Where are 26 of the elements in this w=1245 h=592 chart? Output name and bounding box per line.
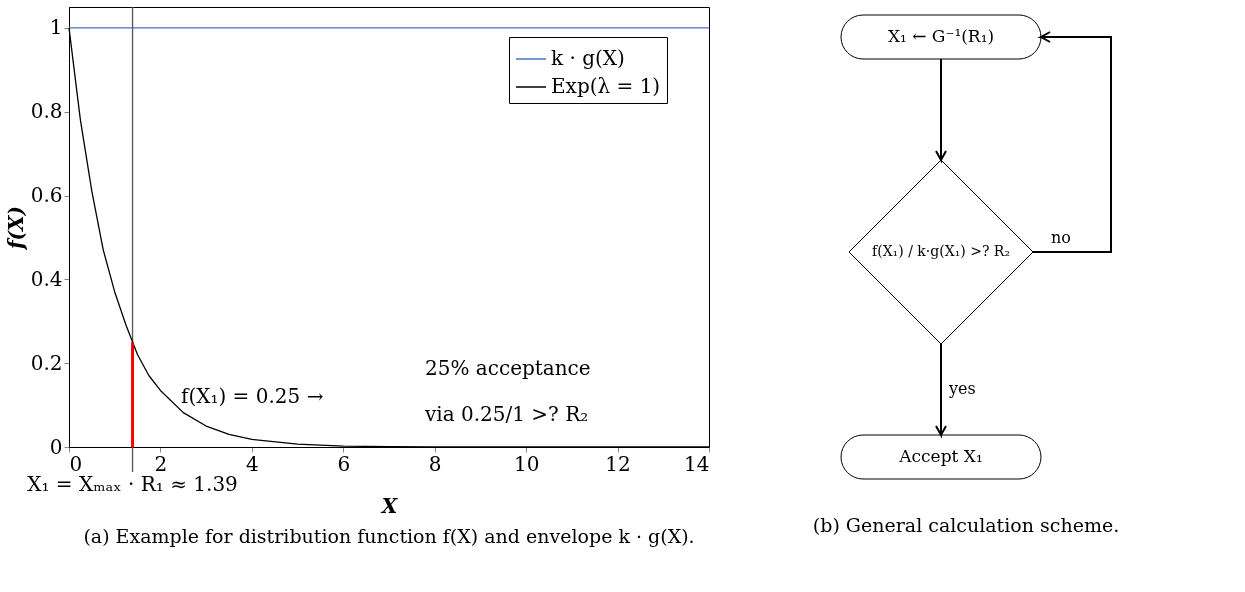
- legend-label: Exp(λ = 1): [551, 74, 661, 98]
- text: (a) Example for distribution function f(X) and envelope k · g(X).: [83, 525, 695, 547]
- text: yes: [948, 379, 976, 398]
- x-tick-label: 14: [684, 451, 710, 476]
- y-tick-label: 0.4: [30, 266, 63, 291]
- text: Accept X₁: [898, 446, 983, 466]
- text: X₁ ← G⁻¹(R₁): [887, 26, 995, 46]
- y-tick-label: 0: [49, 434, 63, 459]
- y-tick-label: 1: [49, 15, 63, 40]
- x-tick-label: 12: [605, 451, 631, 476]
- text: no: [1051, 228, 1071, 247]
- text: (b) General calculation scheme.: [812, 514, 1120, 536]
- x-tick-label: 8: [428, 451, 442, 476]
- text: f(X₁) / k·g(X₁) >? R₂: [872, 243, 1010, 259]
- x-tick-label: 4: [245, 451, 259, 476]
- y-tick-label: 0.8: [30, 99, 63, 124]
- x-tick-label: 10: [513, 451, 540, 476]
- annotation: via 0.25/1 >? R₂: [424, 402, 589, 426]
- annotation: 25% acceptance: [425, 356, 591, 380]
- y-tick-label: 0.2: [30, 350, 63, 375]
- y-tick-label: 0.6: [30, 183, 63, 208]
- y-axis-title: f(X): [3, 205, 28, 252]
- x-axis-title: X: [379, 493, 399, 518]
- annotation: f(X₁) = 0.25 →: [181, 384, 324, 408]
- legend-label: k · g(X): [551, 46, 625, 70]
- x-tick-label: 6: [337, 451, 351, 476]
